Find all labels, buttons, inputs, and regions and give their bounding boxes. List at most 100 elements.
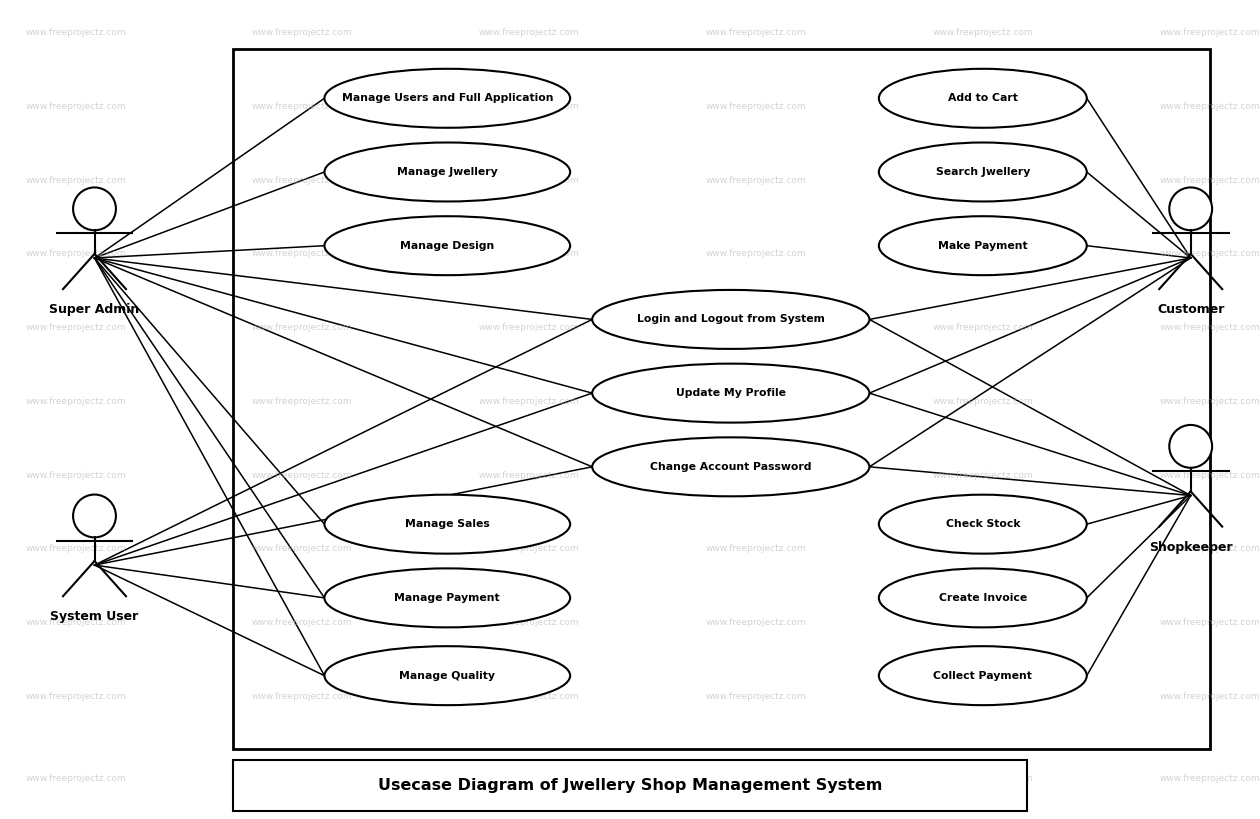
Text: www.freeprojectz.com: www.freeprojectz.com <box>932 29 1033 37</box>
Text: www.freeprojectz.com: www.freeprojectz.com <box>479 545 580 553</box>
Text: www.freeprojectz.com: www.freeprojectz.com <box>932 176 1033 184</box>
Text: www.freeprojectz.com: www.freeprojectz.com <box>1159 324 1260 332</box>
Text: www.freeprojectz.com: www.freeprojectz.com <box>932 324 1033 332</box>
Text: www.freeprojectz.com: www.freeprojectz.com <box>25 471 126 479</box>
Text: www.freeprojectz.com: www.freeprojectz.com <box>706 692 806 700</box>
Ellipse shape <box>878 495 1086 554</box>
Text: www.freeprojectz.com: www.freeprojectz.com <box>25 29 126 37</box>
Text: www.freeprojectz.com: www.freeprojectz.com <box>1159 774 1260 782</box>
Text: www.freeprojectz.com: www.freeprojectz.com <box>479 397 580 405</box>
Text: www.freeprojectz.com: www.freeprojectz.com <box>932 692 1033 700</box>
Ellipse shape <box>1169 188 1212 230</box>
Text: Manage Payment: Manage Payment <box>394 593 500 603</box>
Ellipse shape <box>73 495 116 537</box>
Ellipse shape <box>324 69 570 128</box>
Bar <box>233 760 1027 811</box>
Text: www.freeprojectz.com: www.freeprojectz.com <box>252 692 353 700</box>
Text: www.freeprojectz.com: www.freeprojectz.com <box>25 324 126 332</box>
Text: www.freeprojectz.com: www.freeprojectz.com <box>252 774 353 782</box>
Ellipse shape <box>324 143 570 201</box>
Text: www.freeprojectz.com: www.freeprojectz.com <box>252 545 353 553</box>
Text: www.freeprojectz.com: www.freeprojectz.com <box>932 250 1033 258</box>
Text: www.freeprojectz.com: www.freeprojectz.com <box>252 250 353 258</box>
Ellipse shape <box>324 495 570 554</box>
Ellipse shape <box>73 188 116 230</box>
Text: www.freeprojectz.com: www.freeprojectz.com <box>1159 545 1260 553</box>
Ellipse shape <box>324 216 570 275</box>
Text: www.freeprojectz.com: www.freeprojectz.com <box>25 692 126 700</box>
Text: Add to Cart: Add to Cart <box>948 93 1018 103</box>
Text: www.freeprojectz.com: www.freeprojectz.com <box>252 29 353 37</box>
Text: www.freeprojectz.com: www.freeprojectz.com <box>1159 102 1260 111</box>
Text: Collect Payment: Collect Payment <box>934 671 1032 681</box>
Text: www.freeprojectz.com: www.freeprojectz.com <box>706 250 806 258</box>
Text: www.freeprojectz.com: www.freeprojectz.com <box>706 102 806 111</box>
Text: www.freeprojectz.com: www.freeprojectz.com <box>479 774 580 782</box>
Text: www.freeprojectz.com: www.freeprojectz.com <box>932 545 1033 553</box>
Ellipse shape <box>878 216 1086 275</box>
Ellipse shape <box>592 437 869 496</box>
Text: Super Admin: Super Admin <box>49 303 140 316</box>
Text: www.freeprojectz.com: www.freeprojectz.com <box>1159 692 1260 700</box>
Text: www.freeprojectz.com: www.freeprojectz.com <box>479 102 580 111</box>
Text: www.freeprojectz.com: www.freeprojectz.com <box>706 176 806 184</box>
Text: Usecase Diagram of Jwellery Shop Management System: Usecase Diagram of Jwellery Shop Managem… <box>378 778 882 793</box>
Text: www.freeprojectz.com: www.freeprojectz.com <box>1159 471 1260 479</box>
Text: www.freeprojectz.com: www.freeprojectz.com <box>479 618 580 627</box>
Text: www.freeprojectz.com: www.freeprojectz.com <box>932 618 1033 627</box>
Ellipse shape <box>878 568 1086 627</box>
Text: www.freeprojectz.com: www.freeprojectz.com <box>932 102 1033 111</box>
Text: Create Invoice: Create Invoice <box>939 593 1027 603</box>
Text: www.freeprojectz.com: www.freeprojectz.com <box>1159 250 1260 258</box>
Text: www.freeprojectz.com: www.freeprojectz.com <box>25 397 126 405</box>
Ellipse shape <box>324 646 570 705</box>
Text: www.freeprojectz.com: www.freeprojectz.com <box>706 471 806 479</box>
Text: www.freeprojectz.com: www.freeprojectz.com <box>25 250 126 258</box>
Text: www.freeprojectz.com: www.freeprojectz.com <box>25 618 126 627</box>
Text: www.freeprojectz.com: www.freeprojectz.com <box>479 471 580 479</box>
Text: Make Payment: Make Payment <box>937 241 1028 251</box>
Text: Change Account Password: Change Account Password <box>650 462 811 472</box>
Ellipse shape <box>878 143 1086 201</box>
Text: www.freeprojectz.com: www.freeprojectz.com <box>706 324 806 332</box>
Text: www.freeprojectz.com: www.freeprojectz.com <box>479 324 580 332</box>
Text: www.freeprojectz.com: www.freeprojectz.com <box>1159 397 1260 405</box>
Text: www.freeprojectz.com: www.freeprojectz.com <box>252 618 353 627</box>
Text: www.freeprojectz.com: www.freeprojectz.com <box>479 692 580 700</box>
Ellipse shape <box>324 568 570 627</box>
Ellipse shape <box>878 646 1086 705</box>
Text: Manage Design: Manage Design <box>401 241 494 251</box>
Bar <box>233 49 1210 749</box>
Ellipse shape <box>878 69 1086 128</box>
Text: Manage Quality: Manage Quality <box>399 671 495 681</box>
Text: System User: System User <box>50 610 139 623</box>
Text: www.freeprojectz.com: www.freeprojectz.com <box>932 774 1033 782</box>
Text: www.freeprojectz.com: www.freeprojectz.com <box>706 397 806 405</box>
Text: www.freeprojectz.com: www.freeprojectz.com <box>252 324 353 332</box>
Text: www.freeprojectz.com: www.freeprojectz.com <box>252 102 353 111</box>
Text: Manage Sales: Manage Sales <box>404 519 490 529</box>
Text: www.freeprojectz.com: www.freeprojectz.com <box>706 774 806 782</box>
Text: www.freeprojectz.com: www.freeprojectz.com <box>706 618 806 627</box>
Text: www.freeprojectz.com: www.freeprojectz.com <box>932 397 1033 405</box>
Text: Update My Profile: Update My Profile <box>675 388 786 398</box>
Text: Search Jwellery: Search Jwellery <box>936 167 1029 177</box>
Text: www.freeprojectz.com: www.freeprojectz.com <box>479 176 580 184</box>
Text: Customer: Customer <box>1157 303 1225 316</box>
Text: www.freeprojectz.com: www.freeprojectz.com <box>252 176 353 184</box>
Ellipse shape <box>592 290 869 349</box>
Text: www.freeprojectz.com: www.freeprojectz.com <box>25 774 126 782</box>
Text: www.freeprojectz.com: www.freeprojectz.com <box>479 250 580 258</box>
Text: www.freeprojectz.com: www.freeprojectz.com <box>932 471 1033 479</box>
Text: www.freeprojectz.com: www.freeprojectz.com <box>479 29 580 37</box>
Text: www.freeprojectz.com: www.freeprojectz.com <box>25 102 126 111</box>
Text: Manage Users and Full Application: Manage Users and Full Application <box>341 93 553 103</box>
Text: www.freeprojectz.com: www.freeprojectz.com <box>1159 618 1260 627</box>
Text: Manage Jwellery: Manage Jwellery <box>397 167 498 177</box>
Text: www.freeprojectz.com: www.freeprojectz.com <box>706 29 806 37</box>
Text: www.freeprojectz.com: www.freeprojectz.com <box>1159 176 1260 184</box>
Text: Login and Logout from System: Login and Logout from System <box>636 314 825 324</box>
Text: www.freeprojectz.com: www.freeprojectz.com <box>252 397 353 405</box>
Text: www.freeprojectz.com: www.freeprojectz.com <box>252 471 353 479</box>
Text: Check Stock: Check Stock <box>945 519 1021 529</box>
